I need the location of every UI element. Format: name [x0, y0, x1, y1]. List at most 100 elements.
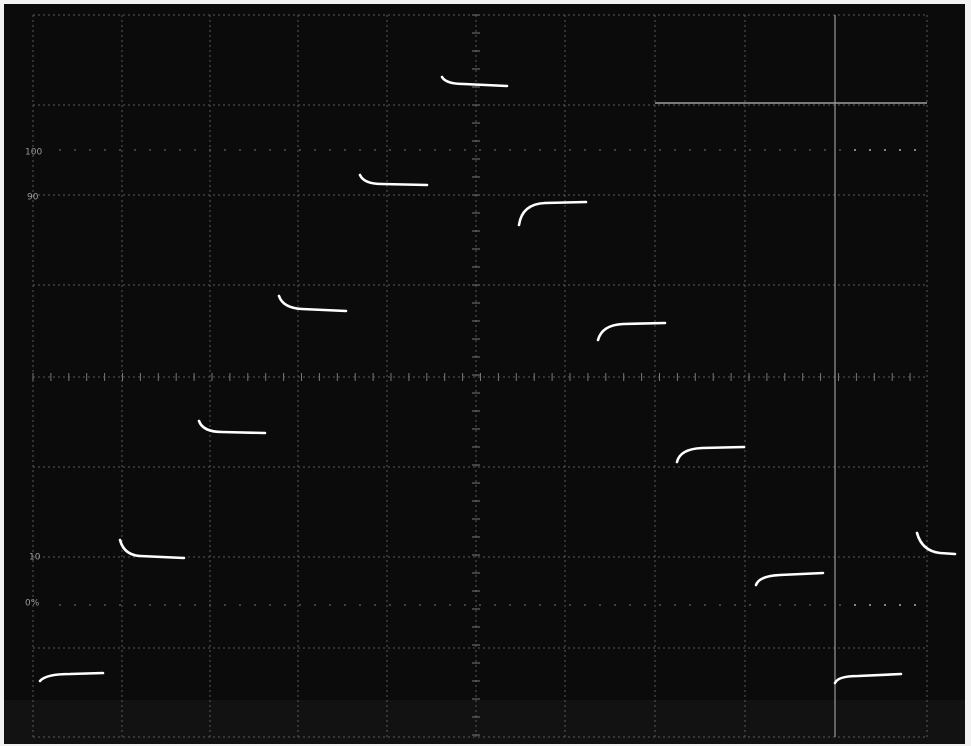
reference-dot: [749, 149, 751, 151]
reference-dot: [719, 149, 721, 151]
reference-dot: [74, 149, 76, 151]
reference-dot: [704, 149, 706, 151]
reference-dot: [389, 149, 391, 151]
reference-dot: [299, 149, 301, 151]
reference-dot: [494, 149, 496, 151]
reference-dot: [599, 604, 601, 606]
reference-dot: [764, 604, 766, 606]
reference-dot: [689, 149, 691, 151]
reference-dot: [659, 149, 661, 151]
reference-dot: [839, 604, 841, 606]
reference-dot: [674, 149, 676, 151]
graticule-label: 10: [29, 553, 41, 563]
reference-dot: [479, 149, 481, 151]
reference-dot: [824, 149, 826, 151]
reference-dot: [539, 149, 541, 151]
reference-dot: [479, 604, 481, 606]
reference-dot: [869, 604, 871, 606]
reference-dot: [779, 149, 781, 151]
reference-dot: [119, 149, 121, 151]
reference-dot: [689, 604, 691, 606]
reference-dot: [179, 604, 181, 606]
reference-dot: [434, 149, 436, 151]
reference-dot: [734, 149, 736, 151]
reference-dot: [584, 149, 586, 151]
reference-dot: [149, 149, 151, 151]
reference-dot: [209, 149, 211, 151]
reference-dot: [299, 604, 301, 606]
reference-dot: [89, 604, 91, 606]
reference-dot: [569, 604, 571, 606]
reference-dot: [329, 604, 331, 606]
reference-dot: [419, 149, 421, 151]
reference-dot: [269, 149, 271, 151]
reference-dot: [524, 149, 526, 151]
reference-dot: [314, 604, 316, 606]
reference-dot: [644, 149, 646, 151]
reference-dot: [794, 604, 796, 606]
reference-dot: [134, 604, 136, 606]
reference-dot: [164, 149, 166, 151]
reference-dot: [284, 604, 286, 606]
reference-dot: [449, 604, 451, 606]
reference-dot: [614, 604, 616, 606]
reference-dot: [539, 604, 541, 606]
reference-dot: [344, 149, 346, 151]
reference-dot: [179, 149, 181, 151]
reference-dot: [209, 604, 211, 606]
reference-dot: [224, 149, 226, 151]
reference-dot: [119, 604, 121, 606]
reference-dot: [764, 149, 766, 151]
reference-dot: [599, 149, 601, 151]
reference-dot: [59, 149, 61, 151]
reference-dot: [134, 149, 136, 151]
reference-dot: [449, 149, 451, 151]
reference-dot: [719, 604, 721, 606]
reference-dot: [104, 604, 106, 606]
reference-dot: [794, 149, 796, 151]
reference-dot: [254, 604, 256, 606]
reference-dot: [524, 604, 526, 606]
reference-dot: [884, 149, 886, 151]
reference-dot: [314, 149, 316, 151]
reference-dot: [434, 604, 436, 606]
reference-dot: [899, 604, 901, 606]
reference-dot: [254, 149, 256, 151]
reference-dot: [734, 604, 736, 606]
reference-dot: [869, 149, 871, 151]
reference-dot: [704, 604, 706, 606]
reference-dot: [89, 149, 91, 151]
reference-dot: [59, 604, 61, 606]
reference-dot: [419, 604, 421, 606]
reference-dot: [239, 604, 241, 606]
reference-dot: [854, 149, 856, 151]
graticule-label: 100: [25, 148, 42, 158]
reference-dot: [194, 149, 196, 151]
reference-dot: [644, 604, 646, 606]
graticule-label: 0%: [25, 599, 40, 609]
reference-dot: [569, 149, 571, 151]
reference-dot: [464, 604, 466, 606]
reference-dot: [629, 604, 631, 606]
reference-dot: [509, 604, 511, 606]
reference-dot: [914, 604, 916, 606]
reference-dot: [164, 604, 166, 606]
reference-dot: [509, 149, 511, 151]
reference-dot: [284, 149, 286, 151]
reference-dot: [779, 604, 781, 606]
reference-dot: [344, 604, 346, 606]
reference-dot: [404, 149, 406, 151]
reference-dot: [359, 149, 361, 151]
reference-dot: [614, 149, 616, 151]
reference-dot: [359, 604, 361, 606]
reference-dot: [899, 149, 901, 151]
reference-dot: [149, 604, 151, 606]
reference-dot: [884, 604, 886, 606]
reference-dot: [389, 604, 391, 606]
reference-dot: [629, 149, 631, 151]
reference-dot: [239, 149, 241, 151]
reference-dot: [809, 149, 811, 151]
reference-dot: [374, 604, 376, 606]
reference-dot: [554, 604, 556, 606]
reference-dot: [914, 149, 916, 151]
